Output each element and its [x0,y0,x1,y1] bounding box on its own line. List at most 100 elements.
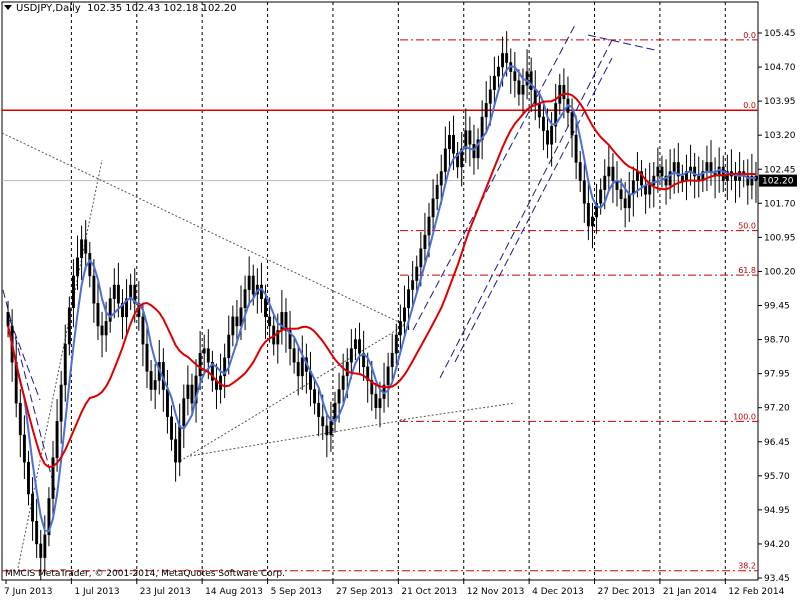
candle-body[interactable] [447,134,451,150]
candle-body[interactable] [259,284,263,299]
candle-body[interactable] [619,189,623,200]
candle-body[interactable] [591,216,594,227]
candle-body[interactable] [76,257,79,277]
candle-body[interactable] [280,312,284,331]
candle-body[interactable] [476,139,480,159]
candle-body[interactable] [210,362,214,381]
candle-body[interactable] [268,316,272,327]
candle-body[interactable] [533,89,537,104]
candle-body[interactable] [558,84,562,104]
candle-body[interactable] [349,348,353,363]
candle-body[interactable] [407,289,411,309]
candle-body[interactable] [501,53,505,68]
collapse-triangle-icon[interactable] [4,5,12,10]
candle-body[interactable] [84,239,88,254]
candle-body[interactable] [198,352,202,377]
candle-body[interactable] [652,175,656,186]
candle-body[interactable] [182,398,186,427]
candle-body[interactable] [394,334,398,354]
candle-body[interactable] [325,425,329,436]
candle-body[interactable] [672,162,676,172]
candle-body[interactable] [750,175,754,186]
candle-body[interactable] [398,321,402,336]
candle-body[interactable] [288,330,292,349]
candle-body[interactable] [43,534,47,558]
candle-body[interactable] [153,380,157,390]
candle-body[interactable] [186,384,190,399]
candle-body[interactable] [100,325,104,336]
candle-body[interactable] [55,421,59,458]
candle-body[interactable] [174,439,178,463]
candle-body[interactable] [411,280,415,290]
candle-body[interactable] [415,266,419,281]
candle-body[interactable] [317,402,321,418]
candle-body[interactable] [574,134,578,163]
candle-body[interactable] [660,166,664,177]
candle-body[interactable] [149,371,153,390]
candle-body[interactable] [640,171,643,186]
candle-body[interactable] [358,339,361,354]
candle-body[interactable] [6,312,10,327]
candle-body[interactable] [292,348,296,363]
candle-body[interactable] [231,316,235,336]
candle-body[interactable] [435,184,439,200]
candle-body[interactable] [484,103,488,118]
candle-body[interactable] [108,298,112,322]
candle-body[interactable] [31,493,35,522]
candle-body[interactable] [88,253,92,277]
candle-body[interactable] [190,384,194,404]
candle-body[interactable] [71,275,75,309]
candle-body[interactable] [505,53,509,63]
candle-body[interactable] [22,434,26,463]
candle-body[interactable] [170,416,173,440]
candle-body[interactable] [125,298,129,318]
candle-body[interactable] [525,71,529,86]
candle-body[interactable] [284,312,288,331]
candle-body[interactable] [80,239,84,259]
candle-body[interactable] [194,375,198,404]
candle-body[interactable] [345,362,349,377]
candle-body[interactable] [47,498,51,536]
candle-body[interactable] [121,302,124,318]
candle-body[interactable] [570,112,574,136]
candle-body[interactable] [705,162,709,172]
candle-body[interactable] [243,289,247,309]
candle-body[interactable] [300,357,304,377]
candle-body[interactable] [276,330,280,345]
candle-body[interactable] [627,193,631,209]
candle-body[interactable] [51,457,55,499]
candle-body[interactable] [541,116,545,131]
candle-body[interactable] [133,284,137,304]
candle-body[interactable] [403,307,406,322]
candle-body[interactable] [386,366,390,386]
candle-body[interactable] [341,375,345,390]
candle-body[interactable] [141,316,145,345]
candle-body[interactable] [247,275,251,290]
candle-body[interactable] [537,103,541,118]
candle-body[interactable] [668,171,672,186]
candle-body[interactable] [676,162,680,177]
candle-body[interactable] [353,339,357,349]
candle-body[interactable] [443,148,447,172]
candle-body[interactable] [603,175,607,190]
candle-body[interactable] [264,298,267,318]
candle-body[interactable] [321,416,325,427]
candle-body[interactable] [721,166,725,181]
candle-body[interactable] [116,284,120,304]
candle-body[interactable] [431,198,435,218]
candle-body[interactable] [92,275,96,304]
candle-body[interactable] [734,175,737,181]
candle-body[interactable] [35,520,39,545]
candle-body[interactable] [223,357,227,377]
candle-body[interactable] [390,352,394,368]
candle-body[interactable] [63,343,67,386]
candle-body[interactable] [611,166,615,181]
candle-body[interactable] [693,166,697,177]
candle-body[interactable] [370,380,374,395]
candle-body[interactable] [464,130,468,150]
candle-body[interactable] [578,162,582,181]
candle-body[interactable] [39,543,43,558]
candle-body[interactable] [582,180,586,204]
